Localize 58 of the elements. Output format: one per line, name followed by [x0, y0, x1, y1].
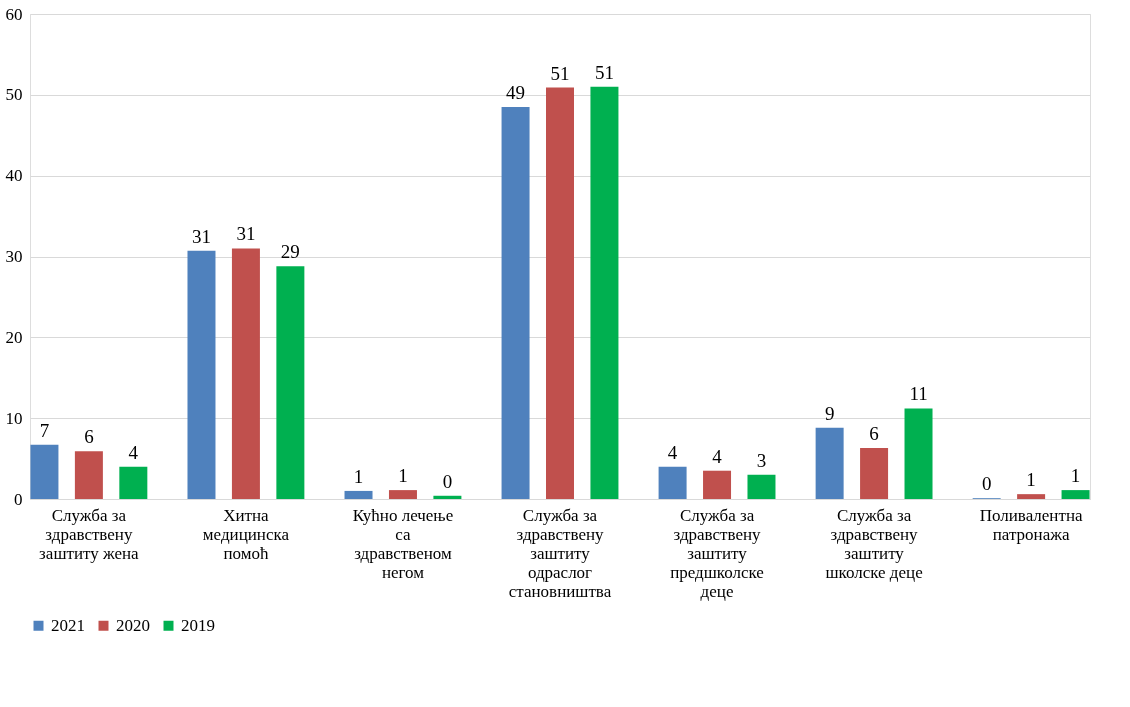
y-tick-label: 60 [5, 4, 23, 24]
bar [276, 266, 305, 499]
bar [231, 248, 260, 499]
data-label: 51 [550, 62, 570, 84]
bar [1061, 490, 1090, 499]
y-tick-label: 20 [5, 327, 23, 347]
data-label: 3 [756, 449, 767, 471]
x-tick-label: Служба за здравствену заштиту школске деце [825, 505, 923, 582]
legend-label: 2020 [116, 615, 150, 635]
bar [119, 466, 148, 499]
bar [501, 106, 530, 499]
bar [703, 470, 732, 499]
bar [904, 408, 933, 499]
data-label: 0 [442, 470, 453, 492]
data-label: 9 [824, 402, 835, 424]
data-label: 31 [236, 223, 256, 245]
data-label: 49 [506, 81, 526, 103]
bar [658, 466, 687, 499]
data-label: 0 [981, 473, 992, 495]
x-tick-label: Служба за здравствену заштиту предшколске деце [670, 505, 764, 601]
bar [433, 495, 462, 499]
data-label: 6 [869, 423, 879, 445]
data-label: 1 [1070, 465, 1081, 487]
bar [1017, 494, 1046, 499]
bar [388, 490, 417, 499]
bar [860, 448, 889, 499]
data-label: 6 [84, 426, 94, 448]
y-tick-label: 50 [5, 85, 23, 105]
bar [815, 427, 844, 499]
data-label: 31 [191, 225, 211, 247]
bar [344, 490, 373, 499]
y-tick-label: 10 [5, 408, 23, 428]
data-label: 7 [39, 419, 50, 441]
legend-label: 2019 [181, 615, 215, 635]
data-label: 29 [280, 241, 300, 263]
x-tick-label: Кућно лечење са здравственом негом [352, 505, 454, 582]
x-tick-label: Служба за здравствену заштиту жена [39, 505, 140, 563]
x-tick-label: Служба за здравствену заштиту одраслог становништва [508, 505, 612, 601]
data-label: 1 [398, 465, 408, 487]
data-label: 1 [1026, 469, 1036, 491]
y-tick-label: 30 [5, 247, 23, 266]
bar [30, 444, 59, 499]
bar [187, 250, 216, 499]
data-label: 4 [128, 441, 139, 463]
legend-label: 2021 [51, 615, 85, 635]
data-label: 51 [594, 61, 614, 83]
data-label: 4 [667, 441, 678, 463]
bar [590, 86, 619, 499]
data-label: 11 [909, 383, 928, 405]
x-tick-label: Поливалентна патронажа [979, 505, 1083, 544]
bar [546, 87, 574, 499]
x-tick-label: Хитна медицинска помоћ [202, 505, 290, 563]
bar [747, 474, 776, 499]
bar [74, 451, 103, 499]
y-tick-label: 40 [5, 166, 23, 186]
y-tick-label: 0 [14, 489, 23, 509]
data-label: 4 [712, 445, 723, 467]
data-label: 1 [353, 465, 364, 487]
